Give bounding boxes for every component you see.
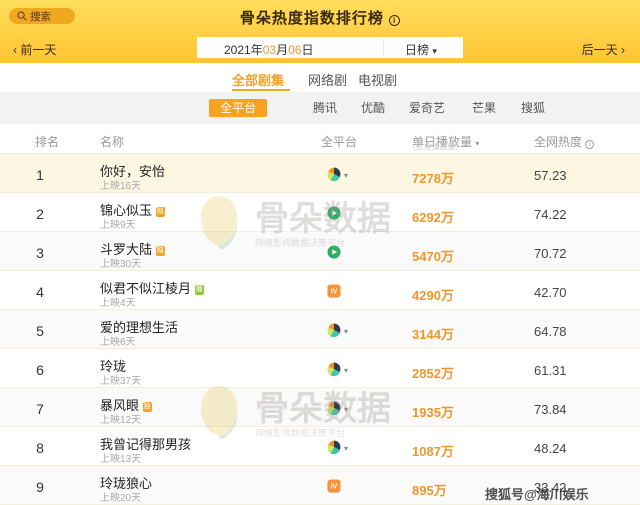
svg-text:IV: IV	[331, 484, 338, 491]
svg-text:IV: IV	[331, 289, 338, 296]
